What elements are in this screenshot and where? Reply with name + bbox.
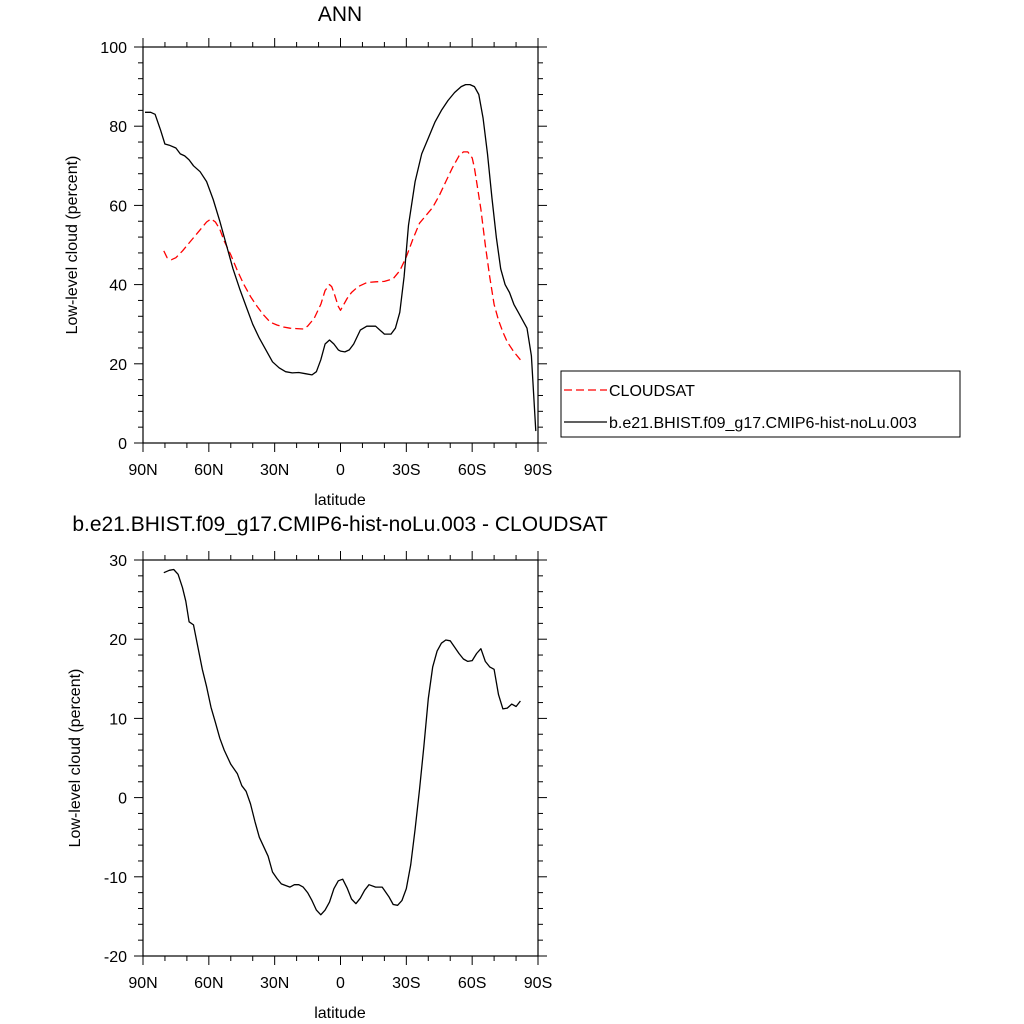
x-tick-label: 60N [194,975,223,992]
y-tick-label: 10 [109,711,127,728]
series-lines [163,568,521,916]
x-tick-label: 0 [336,975,345,992]
legend-entry-cloudsat: CLOUDSAT [609,383,695,400]
x-tick-label: 30S [392,462,420,479]
y-tick-label: 20 [109,632,127,649]
x-tick-label: 90N [128,975,157,992]
x-tick-label: 60S [458,975,486,992]
y-tick-label: 80 [109,119,127,136]
axis-ticks: 90N 60N 30N 0 30S 60S 90S -20 -10 0 10 20 30 [104,551,552,992]
legend-entry-model: b.e21.BHIST.f09_g17.CMIP6-hist-noLu.003 [609,415,917,432]
top-chart: ANN 90N 60N 30N 0 30S 60S 90S 0 20 40 60 80 100 lati… [64,3,961,509]
legend: CLOUDSAT b.e21.BHIST.f09_g17.CMIP6-hist-… [560,370,961,438]
chart-title: b.e21.BHIST.f09_g17.CMIP6-hist-noLu.003 … [72,513,608,536]
y-tick-label: 100 [100,40,127,57]
chart-title: ANN [318,3,362,26]
series-line-1 [145,83,537,432]
y-tick-label: -20 [104,949,127,966]
y-tick-label: 0 [118,791,127,808]
bottom-chart: b.e21.BHIST.f09_g17.CMIP6-hist-noLu.003 … [67,513,608,1022]
x-axis-title: latitude [314,492,366,509]
y-axis-title: Low-level cloud (percent) [67,669,84,848]
x-tick-label: 90S [524,975,552,992]
y-axis-title: Low-level cloud (percent) [64,156,81,335]
x-tick-label: 30N [260,975,289,992]
x-tick-label: 60N [194,462,223,479]
x-tick-label: 30S [392,975,420,992]
series-line-0 [163,568,521,916]
x-tick-label: 90S [524,462,552,479]
x-tick-label: 30N [260,462,289,479]
y-tick-label: 0 [118,436,127,453]
legend-box [560,370,961,438]
x-tick-label: 60S [458,462,486,479]
x-tick-label: 90N [128,462,157,479]
x-axis-title: latitude [314,1005,366,1022]
y-tick-label: -10 [104,870,127,887]
plot-frame [142,46,539,444]
series-lines [145,83,537,432]
series-line-0 [163,151,521,361]
y-tick-label: 60 [109,198,127,215]
axis-ticks: 90N 60N 30N 0 30S 60S 90S 0 20 40 60 80 100 [100,38,552,479]
x-tick-label: 0 [336,462,345,479]
y-tick-label: 40 [109,278,127,295]
plot-frame [142,559,539,957]
y-tick-label: 20 [109,357,127,374]
y-tick-label: 30 [109,553,127,570]
